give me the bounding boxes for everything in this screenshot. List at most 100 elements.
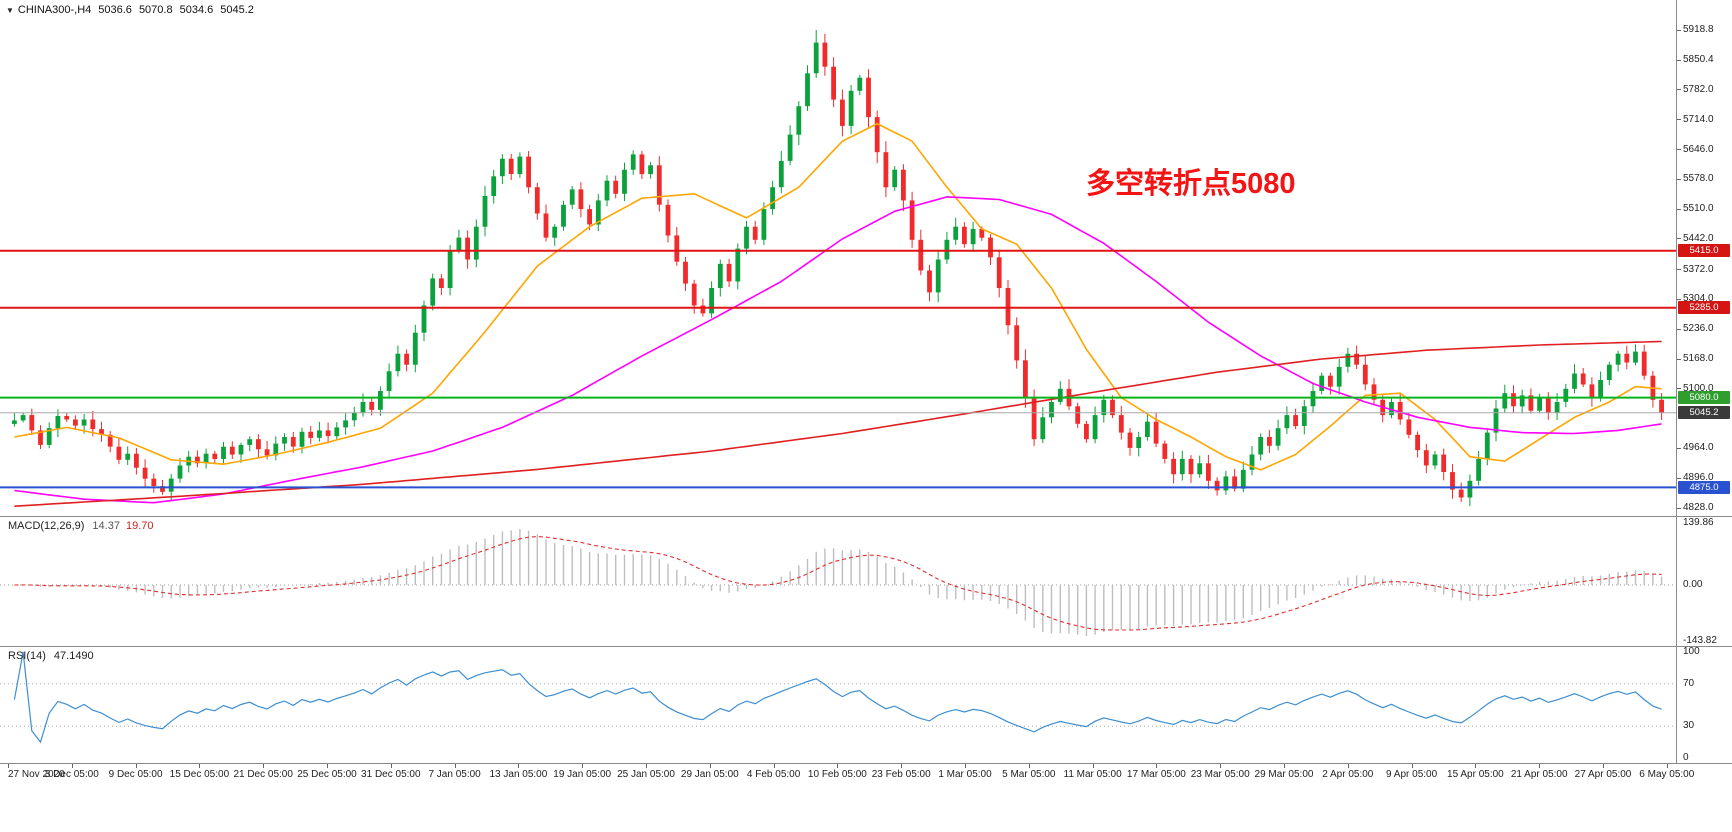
time-axis-tick	[1666, 764, 1668, 768]
current-price-tag: 5045.2	[1678, 406, 1730, 420]
symbol-info: ▼ CHINA300-,H4 5036.6 5070.8 5034.6 5045.2	[6, 4, 254, 16]
macd-name: MACD(12,26,9)	[8, 520, 85, 532]
price-axis-tick	[1677, 149, 1681, 150]
rsi-value: 47.1490	[53, 650, 94, 662]
price-axis-label: 5918.8	[1683, 24, 1714, 35]
time-axis-label: 31 Dec 05:00	[361, 769, 421, 780]
time-axis-tick	[837, 764, 839, 768]
price-axis-label: 5168.0	[1683, 353, 1714, 364]
price-axis-tick	[1677, 447, 1681, 449]
time-axis-tick	[965, 764, 966, 768]
rsi-axis-label: 30	[1683, 720, 1695, 732]
time-axis-tick	[646, 764, 647, 768]
time-axis-tick	[1603, 764, 1604, 768]
time-axis-tick	[135, 764, 137, 768]
time-axis-tick	[390, 764, 392, 768]
time-axis-label: 11 Mar 05:00	[1063, 769, 1122, 780]
one-click-trading-arrow-icon[interactable]: ▼	[6, 6, 14, 15]
price-axis-tick	[1677, 208, 1681, 210]
price-axis-label: 4896.0	[1683, 472, 1714, 484]
time-axis-label: 29 Jan 05:00	[680, 769, 739, 780]
time-axis-label: 25 Dec 05:00	[297, 769, 357, 780]
time-axis-tick	[1539, 764, 1541, 768]
time-axis-tick	[199, 764, 201, 768]
price-axis-label: 5304.0	[1683, 293, 1714, 305]
time-axis-label: 23 Feb 05:00	[871, 769, 931, 780]
time-axis-label: 5 Mar 05:00	[1002, 769, 1056, 780]
price-level-tag: 5080.0	[1678, 391, 1730, 405]
price-axis[interactable]: 5918.8 5850.4 5782.0 5714.0 5646.0 5578.0 5510…	[1677, 0, 1732, 763]
price-axis-label: 4964.0	[1683, 442, 1714, 454]
price-axis-label: 5510.0	[1683, 203, 1714, 215]
time-axis-label: 21 Dec 05:00	[233, 769, 293, 780]
time-axis-label: 1 Mar 05:00	[938, 769, 992, 780]
panel-divider	[0, 516, 1732, 517]
price-axis-tick	[1677, 59, 1681, 61]
panel-divider	[0, 646, 1732, 647]
ohlc-high: 5070.8	[138, 4, 173, 16]
time-axis-tick	[1284, 764, 1285, 768]
macd-signal-value: 19.70	[125, 520, 154, 532]
time-axis-tick	[1475, 764, 1477, 768]
time-axis-tick	[454, 764, 456, 768]
price-axis-tick	[1677, 388, 1681, 390]
time-axis-tick	[1092, 764, 1094, 768]
time-axis-label: 2 Apr 05:00	[1322, 769, 1374, 780]
time-axis-label: 27 Apr 05:00	[1574, 769, 1632, 780]
time-axis-label: 15 Apr 05:00	[1447, 769, 1504, 780]
time-axis-label: 25 Jan 05:00	[617, 769, 675, 780]
macd-axis-label: 0.00	[1683, 579, 1703, 590]
time-axis-label: 27 Nov 2020	[8, 769, 65, 780]
time-axis-label: 9 Dec 05:00	[108, 769, 163, 780]
time-axis-label: 21 Apr 05:00	[1510, 769, 1568, 780]
price-axis-tick	[1677, 29, 1681, 31]
time-axis-tick	[901, 764, 903, 768]
ohlc-close: 5045.2	[220, 4, 254, 16]
price-axis-label: 5578.0	[1683, 173, 1714, 185]
price-level-tag: 5285.0	[1678, 301, 1730, 315]
rsi-panel[interactable]	[0, 647, 1676, 763]
price-axis-tick	[1677, 269, 1681, 271]
time-axis-label: 23 Mar 05:00	[1190, 769, 1250, 780]
price-axis-label: 4828.0	[1683, 502, 1714, 513]
time-axis-label: 17 Mar 05:00	[1126, 769, 1186, 780]
price-chart[interactable]	[0, 0, 1676, 516]
rsi-axis-label: 100	[1683, 646, 1700, 657]
price-axis-label: 5100.0	[1683, 382, 1714, 394]
time-axis-tick	[1347, 764, 1349, 768]
ohlc-open: 5036.6	[98, 4, 132, 16]
price-axis-tick	[1677, 238, 1681, 240]
time-axis-tick	[582, 764, 584, 768]
time-axis-label: 19 Jan 05:00	[553, 769, 612, 780]
time-axis-tick	[71, 764, 73, 768]
time-axis-tick	[709, 764, 711, 768]
time-axis-tick	[518, 764, 520, 768]
price-axis-label: 5372.0	[1683, 263, 1714, 275]
price-axis-tick	[1677, 178, 1681, 180]
price-level-tag: 5415.0	[1678, 244, 1730, 258]
time-axis-label: 3 Dec 05:00	[44, 769, 99, 780]
price-axis-tick	[1677, 507, 1681, 509]
panel-divider	[0, 763, 1732, 764]
macd-axis-label: -143.82	[1683, 635, 1717, 646]
price-axis-tick	[1677, 119, 1681, 121]
price-axis-tick	[1677, 358, 1681, 360]
time-axis-tick	[1156, 764, 1158, 768]
time-axis-label: 13 Jan 05:00	[489, 769, 548, 780]
price-level-tag: 4875.0	[1678, 480, 1730, 494]
time-axis-label: 6 May 05:00	[1639, 769, 1695, 780]
price-axis-label: 5646.0	[1683, 143, 1714, 155]
time-axis-tick	[263, 764, 265, 768]
time-axis-tick	[327, 764, 328, 768]
time-axis-tick	[1028, 764, 1030, 768]
macd-main-value: 14.37	[92, 520, 120, 532]
macd-panel[interactable]	[0, 517, 1676, 646]
price-axis-separator	[1676, 0, 1677, 763]
macd-label: MACD(12,26,9) 14.37 19.70	[8, 520, 153, 532]
time-axis[interactable]: 27 Nov 2020 3 Dec 05:00 9 Dec 05:00 15 Dec …	[0, 764, 1732, 794]
symbol-name: CHINA300-,H4	[17, 4, 92, 16]
price-axis-tick	[1677, 298, 1681, 300]
time-axis-label: 9 Apr 05:00	[1386, 769, 1438, 780]
time-axis-tick	[1220, 764, 1222, 768]
